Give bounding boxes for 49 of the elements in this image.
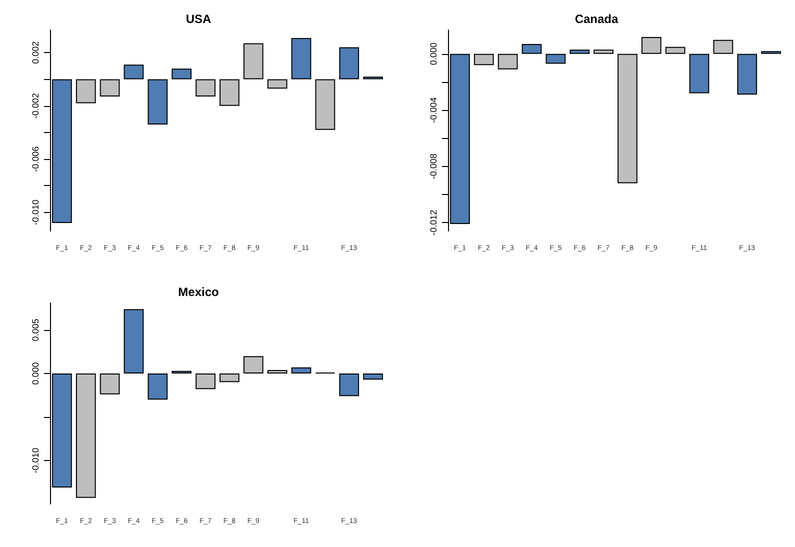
bar bbox=[196, 79, 216, 97]
bar bbox=[243, 356, 264, 374]
bar bbox=[546, 54, 566, 64]
bar bbox=[220, 373, 240, 382]
chart-title: Canada bbox=[574, 12, 618, 26]
bar bbox=[148, 79, 168, 125]
bar bbox=[665, 46, 686, 54]
bar bbox=[315, 79, 336, 130]
bar bbox=[124, 309, 144, 374]
bar bbox=[641, 37, 662, 54]
bar bbox=[291, 38, 312, 80]
bar bbox=[243, 43, 264, 80]
bar bbox=[100, 79, 120, 97]
bar bbox=[498, 54, 518, 70]
bar bbox=[76, 79, 96, 104]
y-tick-label: 0.000 bbox=[428, 42, 438, 66]
bar bbox=[618, 54, 638, 184]
bar bbox=[689, 54, 710, 94]
bar bbox=[172, 68, 192, 80]
bar bbox=[291, 367, 312, 374]
y-tick-label: -0.010 bbox=[30, 448, 40, 474]
chart-title: Mexico bbox=[178, 285, 219, 299]
bar bbox=[124, 64, 144, 80]
bar bbox=[339, 373, 360, 396]
bar bbox=[267, 370, 288, 374]
bar bbox=[100, 373, 120, 394]
bar bbox=[737, 54, 758, 95]
bar bbox=[148, 373, 168, 400]
bar bbox=[594, 50, 614, 54]
bar bbox=[570, 50, 590, 54]
chart-title: USA bbox=[186, 12, 212, 26]
bar bbox=[474, 54, 494, 66]
y-tick-label: -0.010 bbox=[30, 200, 40, 226]
bar bbox=[522, 44, 542, 54]
bar bbox=[363, 373, 383, 380]
y-tick-label: 0.005 bbox=[30, 318, 40, 342]
y-tick-label: -0.002 bbox=[30, 93, 40, 119]
bar bbox=[76, 373, 96, 498]
bar bbox=[267, 79, 288, 89]
y-tick-label: -0.008 bbox=[428, 154, 438, 180]
y-tick-label: 0.002 bbox=[30, 41, 40, 64]
y-tick-label: 0.000 bbox=[30, 362, 40, 385]
bar bbox=[196, 373, 216, 390]
y-tick-label: -0.004 bbox=[428, 97, 438, 123]
bar bbox=[713, 40, 734, 54]
bar bbox=[220, 79, 240, 106]
y-tick-label: -0.006 bbox=[30, 146, 40, 172]
y-tick-label: -0.012 bbox=[428, 210, 438, 236]
bar bbox=[339, 47, 360, 80]
